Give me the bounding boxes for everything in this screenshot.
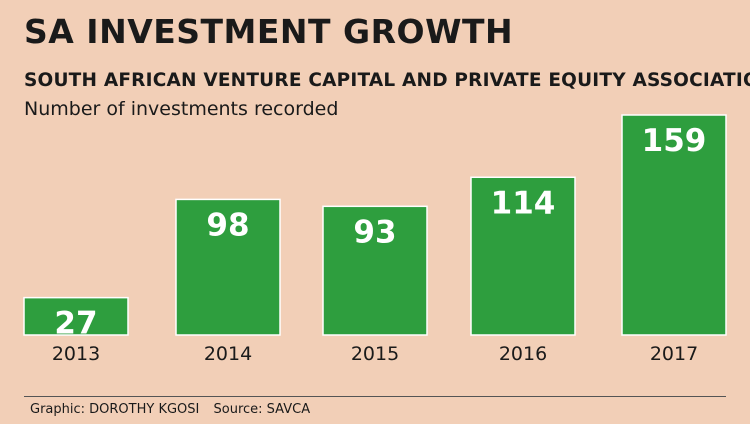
graphic-credit: Graphic: DOROTHY KGOSI [30, 402, 200, 417]
footer-divider [24, 396, 726, 397]
y-axis-label: Number of investments recorded [24, 98, 339, 120]
chart-title: SA INVESTMENT GROWTH [24, 12, 514, 51]
data-label-2015: 93 [353, 214, 396, 250]
data-label-2017: 159 [642, 123, 707, 159]
x-tick-label-2015: 2015 [351, 343, 399, 365]
x-tick-label-2017: 2017 [650, 343, 698, 365]
data-label-2013: 27 [54, 306, 97, 342]
x-tick-label-2014: 2014 [204, 343, 252, 365]
data-label-2016: 114 [491, 185, 556, 221]
chart-subtitle: SOUTH AFRICAN VENTURE CAPITAL AND PRIVAT… [24, 70, 750, 91]
source-credit: Source: SAVCA [213, 402, 311, 417]
bar-2016 [470, 176, 576, 336]
bar-2015 [322, 205, 428, 336]
data-label-2014: 98 [206, 207, 249, 243]
x-tick-label-2016: 2016 [499, 343, 547, 365]
footer-credits: Graphic: DOROTHY KGOSI Source: SAVCA [30, 402, 310, 417]
bar-2013 [23, 296, 129, 336]
bar-2014 [175, 198, 281, 336]
x-tick-label-2013: 2013 [52, 343, 100, 365]
bar-2017 [621, 114, 727, 336]
